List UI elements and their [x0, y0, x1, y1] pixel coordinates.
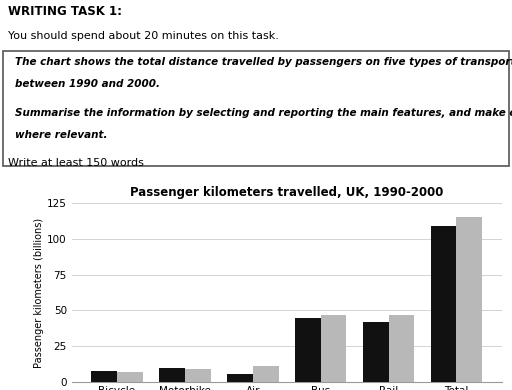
Text: between 1990 and 2000.: between 1990 and 2000. [15, 79, 160, 89]
Text: Write at least 150 words: Write at least 150 words [8, 158, 143, 168]
Bar [159, 368, 185, 382]
Bar [91, 371, 117, 382]
Bar [389, 315, 414, 382]
Bar [185, 369, 211, 382]
Text: You should spend about 20 minutes on this task.: You should spend about 20 minutes on thi… [8, 31, 279, 41]
Text: The chart shows the total distance travelled by passengers on five types of tran: The chart shows the total distance trave… [15, 57, 512, 67]
Text: WRITING TASK 1:: WRITING TASK 1: [8, 5, 122, 18]
FancyBboxPatch shape [3, 51, 509, 166]
Bar [253, 367, 279, 382]
Y-axis label: Passenger kilometers (billions): Passenger kilometers (billions) [34, 218, 44, 367]
Bar [227, 374, 253, 382]
Title: Passenger kilometers travelled, UK, 1990-2000: Passenger kilometers travelled, UK, 1990… [130, 186, 443, 199]
Bar [431, 226, 456, 382]
Text: Summarise the information by selecting and reporting the main features, and make: Summarise the information by selecting a… [15, 108, 512, 118]
Bar [362, 322, 389, 382]
Bar [295, 317, 321, 382]
Bar [321, 315, 347, 382]
Bar [117, 372, 143, 382]
Bar [456, 217, 482, 382]
Text: where relevant.: where relevant. [15, 130, 108, 140]
